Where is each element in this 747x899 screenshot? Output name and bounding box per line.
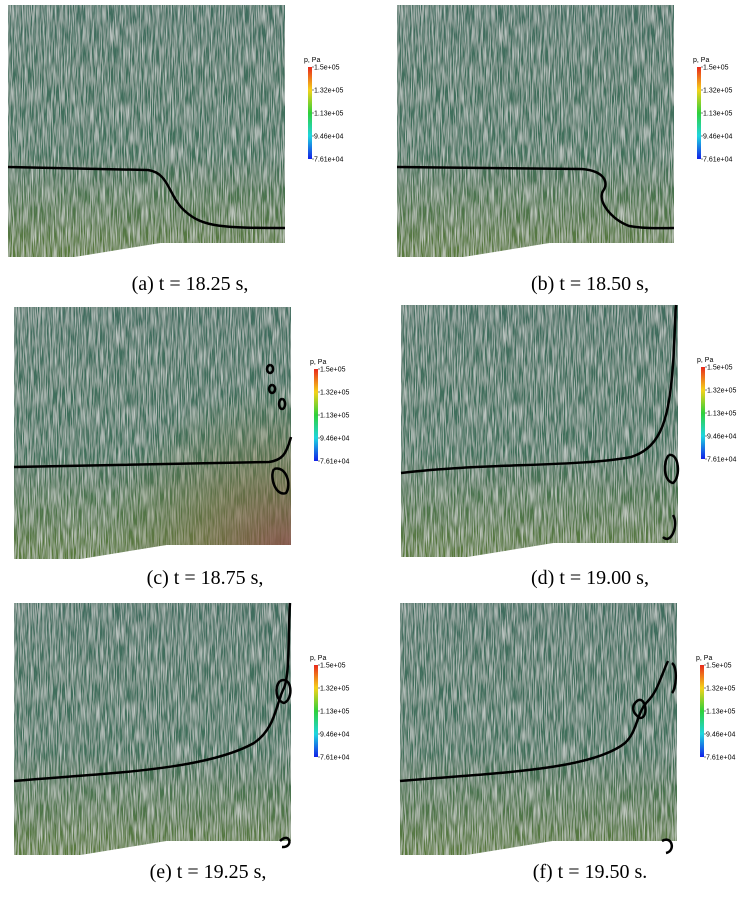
colorbar-gradient — [701, 367, 705, 459]
colorbar-gradient — [700, 665, 704, 757]
colorbar-title: p, Pa — [310, 655, 326, 662]
panel: p, Pa1.5e+05 1.32e+05 1.13e+05 9.46e+04 7.61… — [400, 304, 736, 557]
interface-line — [277, 397, 287, 411]
flow-field — [401, 305, 678, 557]
colorbar-tick-label: 1.5e+05 — [706, 663, 732, 670]
interface-line — [663, 453, 680, 485]
colorbar-tick-label: 9.46e+04 — [703, 134, 732, 141]
colorbar-tick-label: 1.13e+05 — [706, 709, 735, 716]
panel: p, Pa1.5e+05 1.32e+05 1.13e+05 9.46e+04 7.61… — [399, 603, 735, 855]
interface-line — [661, 838, 674, 855]
colorbar-gradient — [308, 67, 312, 159]
interface-line — [265, 363, 275, 375]
flow-field — [14, 603, 291, 855]
colorbar-tick-label: 1.13e+05 — [707, 411, 736, 418]
colorbar-title: p, Pa — [310, 359, 326, 366]
colorbar-tick-label: 1.5e+05 — [320, 663, 346, 670]
colorbar-tick-label: 1.32e+05 — [320, 686, 349, 693]
colorbar-tick-label: 1.13e+05 — [320, 709, 349, 716]
colorbar: p, Pa1.5e+05 1.32e+05 1.13e+05 9.46e+04 7.61… — [697, 357, 736, 464]
interface-line — [399, 660, 670, 783]
colorbar-tick-label: 9.46e+04 — [707, 434, 736, 441]
colorbar: p, Pa1.5e+05 1.32e+05 1.13e+05 9.46e+04 7.61… — [310, 359, 349, 466]
colorbar-tick-label: 1.5e+05 — [707, 365, 733, 372]
colorbar-tick-label: 1.13e+05 — [320, 413, 349, 420]
flow-field — [397, 5, 674, 257]
interface-line — [396, 165, 675, 230]
colorbar-tick-label: 1.5e+05 — [314, 65, 340, 72]
colorbar-title: p, Pa — [697, 357, 713, 364]
pressure-hotspot — [14, 307, 291, 559]
flow-field — [400, 603, 677, 855]
colorbar-title: p, Pa — [693, 57, 709, 64]
interface-line — [670, 662, 677, 694]
colorbar-tick-label: 1.32e+05 — [706, 686, 735, 693]
colorbar-gradient — [697, 67, 701, 159]
panel-caption: (f) t = 19.50 s. — [533, 861, 648, 883]
colorbar-tick-label: 1.32e+05 — [703, 88, 732, 95]
colorbar-tick-label: 1.32e+05 — [320, 390, 349, 397]
colorbar: p, Pa1.5e+05 1.32e+05 1.13e+05 9.46e+04 7.61… — [696, 655, 735, 762]
colorbar-tick-label: 1.32e+05 — [707, 388, 736, 395]
interface-line — [7, 165, 286, 230]
panel: p, Pa1.5e+05 1.32e+05 1.13e+05 9.46e+04 7.61… — [13, 307, 349, 559]
panel: p, Pa1.5e+05 1.32e+05 1.13e+05 9.46e+04 7.61… — [7, 5, 343, 257]
interface-line — [13, 436, 293, 469]
colorbar: p, Pa1.5e+05 1.32e+05 1.13e+05 9.46e+04 7.61… — [304, 57, 343, 164]
colorbar-tick-label: 1.13e+05 — [703, 111, 732, 118]
colorbar-tick-label: 7.61e+04 — [320, 755, 349, 762]
colorbar: p, Pa1.5e+05 1.32e+05 1.13e+05 9.46e+04 7.61… — [693, 57, 732, 164]
colorbar-tick-label: 7.61e+04 — [706, 755, 735, 762]
colorbar-gradient — [314, 369, 318, 461]
interface-line — [631, 698, 647, 720]
flow-field — [8, 5, 285, 257]
panel-caption: (c) t = 18.75 s, — [147, 567, 264, 589]
colorbar-tick-label: 9.46e+04 — [320, 436, 349, 443]
panel-caption: (d) t = 19.00 s, — [531, 567, 649, 589]
colorbar-title: p, Pa — [304, 57, 320, 64]
panel-caption: (b) t = 18.50 s, — [531, 273, 649, 295]
panel-caption: (e) t = 19.25 s, — [150, 861, 267, 883]
colorbar-tick-label: 9.46e+04 — [706, 732, 735, 739]
interface-line — [662, 514, 677, 541]
interface-line — [13, 602, 292, 783]
colorbar-tick-label: 9.46e+04 — [320, 732, 349, 739]
colorbar-tick-label: 1.13e+05 — [314, 111, 343, 118]
colorbar-tick-label: 1.32e+05 — [314, 88, 343, 95]
colorbar-gradient — [314, 665, 318, 757]
colorbar-tick-label: 7.61e+04 — [703, 157, 732, 164]
colorbar-tick-label: 9.46e+04 — [314, 134, 343, 141]
colorbar: p, Pa1.5e+05 1.32e+05 1.13e+05 9.46e+04 7.61… — [310, 655, 349, 762]
colorbar-tick-label: 7.61e+04 — [707, 457, 736, 464]
colorbar-title: p, Pa — [696, 655, 712, 662]
panel: p, Pa1.5e+05 1.32e+05 1.13e+05 9.46e+04 7.61… — [396, 5, 732, 257]
interface-line — [279, 836, 291, 849]
interface-line — [400, 304, 678, 475]
interface-line — [271, 467, 290, 495]
panel-caption: (a) t = 18.25 s, — [132, 273, 249, 295]
colorbar-tick-label: 1.5e+05 — [320, 367, 346, 374]
colorbar-tick-label: 7.61e+04 — [320, 459, 349, 466]
interface-line — [275, 678, 292, 705]
interface-line — [267, 383, 277, 395]
panel: p, Pa1.5e+05 1.32e+05 1.13e+05 9.46e+04 7.61… — [13, 602, 349, 855]
colorbar-tick-label: 1.5e+05 — [703, 65, 729, 72]
colorbar-tick-label: 7.61e+04 — [314, 157, 343, 164]
